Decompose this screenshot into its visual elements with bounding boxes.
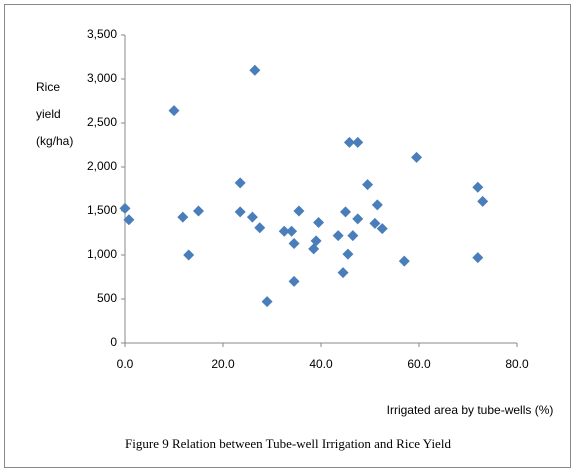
x-tick-label: 0.0 <box>117 357 134 371</box>
point <box>477 195 489 207</box>
point <box>234 177 246 189</box>
y-tick-label: 0 <box>110 335 117 349</box>
y-tick-label: 1,000 <box>87 247 117 261</box>
point <box>261 296 273 308</box>
point <box>472 252 484 264</box>
point <box>286 225 298 237</box>
point <box>177 211 189 223</box>
y-tick-label: 1,500 <box>87 203 117 217</box>
point <box>340 206 351 218</box>
point <box>288 238 300 250</box>
point <box>313 216 325 228</box>
y-tick-label: 3,000 <box>87 71 117 85</box>
point <box>123 214 135 226</box>
y-tick-label: 2,000 <box>87 159 117 173</box>
x-tick-label: 80.0 <box>505 357 529 371</box>
point <box>246 211 258 223</box>
point <box>411 151 423 163</box>
point <box>254 222 266 234</box>
point <box>362 179 374 191</box>
point <box>342 248 354 260</box>
point <box>249 64 261 76</box>
point <box>193 205 204 217</box>
point <box>371 199 383 211</box>
point <box>183 249 195 261</box>
point <box>369 217 381 229</box>
point <box>234 206 246 218</box>
point <box>472 181 484 193</box>
point <box>347 230 359 242</box>
x-axis-label: Irrigated area by tube-wells (%) <box>387 403 554 417</box>
point <box>376 223 388 235</box>
x-tick-label: 60.0 <box>407 357 431 371</box>
point <box>352 136 364 148</box>
point <box>343 136 355 148</box>
y-axis-label: Rice <box>36 80 60 94</box>
y-tick-label: 500 <box>97 291 117 305</box>
point <box>337 267 349 279</box>
caption: Figure 9 Relation between Tube-well Irri… <box>125 436 451 451</box>
point <box>278 225 290 237</box>
chart-border <box>4 4 571 468</box>
y-axis-label: yield <box>36 107 61 121</box>
y-tick-label: 2,500 <box>87 115 117 129</box>
y-tick-label: 3,500 <box>87 27 117 41</box>
point <box>293 205 305 217</box>
point <box>398 255 410 267</box>
y-axis-label: (kg/ha) <box>36 134 73 148</box>
point <box>352 213 364 225</box>
point <box>119 202 131 214</box>
point <box>310 235 322 247</box>
point <box>288 275 300 287</box>
point <box>168 105 180 117</box>
point <box>332 230 344 242</box>
x-tick-label: 20.0 <box>211 357 235 371</box>
x-tick-label: 40.0 <box>309 357 333 371</box>
